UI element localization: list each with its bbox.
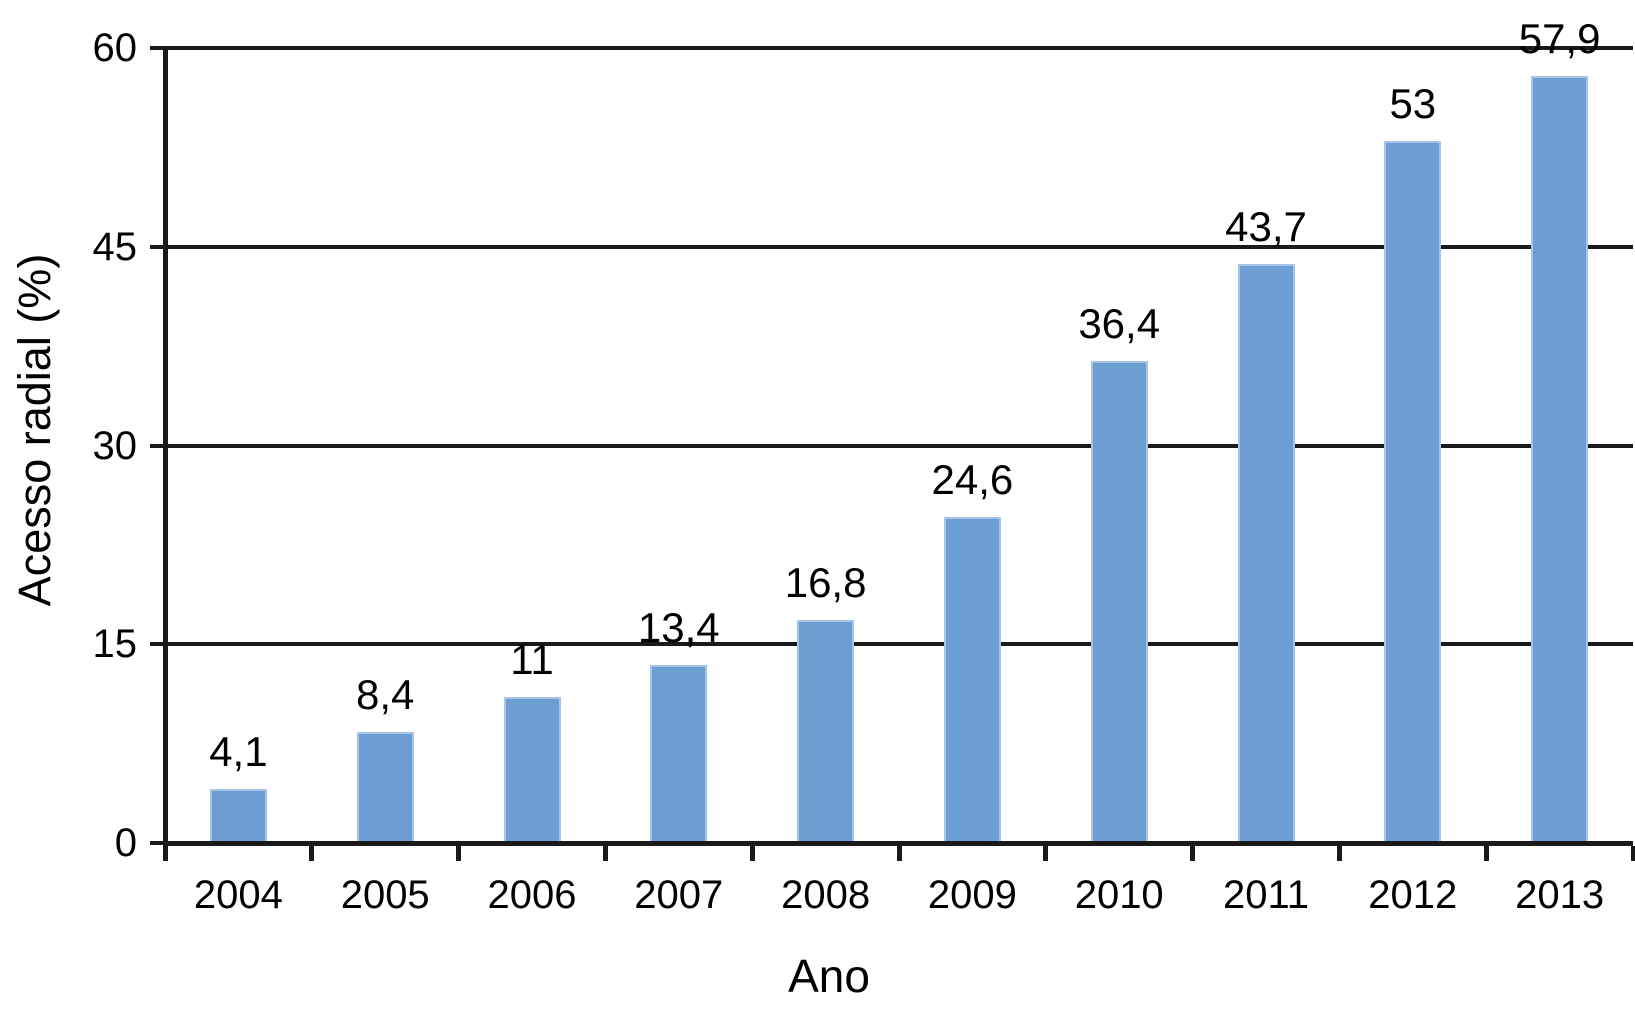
bar-value-label-2011: 43,7 <box>1225 202 1307 250</box>
x-tick-label-2008: 2008 <box>781 873 871 917</box>
y-tick-mark-45 <box>150 244 165 249</box>
y-tick-label-15: 15 <box>92 622 138 667</box>
bar-value-label-2010: 36,4 <box>1078 299 1161 347</box>
x-tick-mark-7 <box>1190 845 1196 861</box>
x-tick-label-2004: 2004 <box>193 873 283 917</box>
x-tick-label-2006: 2006 <box>487 873 577 917</box>
bar-2006 <box>503 697 561 843</box>
y-tick-mark-30 <box>150 443 165 448</box>
bar-value-label-2006: 11 <box>510 636 554 684</box>
y-axis-title: Acesso radial (%) <box>9 253 60 607</box>
bar-value-label-2009: 24,6 <box>931 456 1014 504</box>
gridline-45 <box>165 244 1633 249</box>
x-tick-label-2010: 2010 <box>1074 873 1164 917</box>
bar-2004 <box>209 788 267 843</box>
y-tick-mark-0 <box>150 841 165 845</box>
y-tick-mark-60 <box>150 46 165 50</box>
x-tick-mark-8 <box>1336 845 1342 861</box>
bar-value-label-2005: 8,4 <box>355 670 415 718</box>
bar-2009 <box>943 517 1001 843</box>
x-tick-mark-6 <box>1043 845 1049 861</box>
bar-value-label-2007: 13,4 <box>637 604 720 652</box>
bar-2010 <box>1090 360 1148 843</box>
y-axis-line <box>162 46 168 860</box>
y-tick-mark-15 <box>150 642 165 647</box>
bar-2008 <box>797 620 855 843</box>
x-tick-label-2005: 2005 <box>340 873 430 917</box>
gridline-60 <box>165 46 1633 50</box>
bar-2005 <box>356 731 414 843</box>
y-tick-label-30: 30 <box>92 423 138 468</box>
bar-value-label-2013: 57,9 <box>1518 14 1601 62</box>
x-axis-title: Ano <box>788 950 870 1002</box>
x-tick-label-2012: 2012 <box>1368 873 1458 917</box>
x-tick-mark-2 <box>456 845 462 861</box>
bar-2013 <box>1531 75 1589 843</box>
y-tick-label-45: 45 <box>92 224 138 269</box>
y-tick-label-60: 60 <box>92 26 138 70</box>
x-tick-label-2011: 2011 <box>1222 873 1310 917</box>
bar-2007 <box>650 665 708 843</box>
bar-value-label-2008: 16,8 <box>784 559 867 607</box>
x-axis-line <box>162 840 1633 846</box>
gridline-30 <box>165 443 1633 448</box>
y-tick-label-0: 0 <box>114 821 137 865</box>
gridline-15 <box>165 642 1633 647</box>
x-tick-mark-1 <box>309 845 315 861</box>
x-tick-mark-3 <box>602 845 608 861</box>
bar-value-label-2012: 53 <box>1389 79 1437 127</box>
bar-2012 <box>1384 140 1442 843</box>
x-tick-mark-4 <box>749 845 755 861</box>
x-tick-label-2013: 2013 <box>1515 873 1605 917</box>
x-tick-mark-9 <box>1483 845 1489 861</box>
x-tick-mark-5 <box>896 845 902 861</box>
x-tick-mark-10 <box>1630 845 1635 861</box>
x-tick-label-2007: 2007 <box>634 873 724 917</box>
x-tick-label-2009: 2009 <box>927 873 1017 917</box>
bar-value-label-2004: 4,1 <box>209 727 268 775</box>
bar-2011 <box>1237 263 1295 843</box>
